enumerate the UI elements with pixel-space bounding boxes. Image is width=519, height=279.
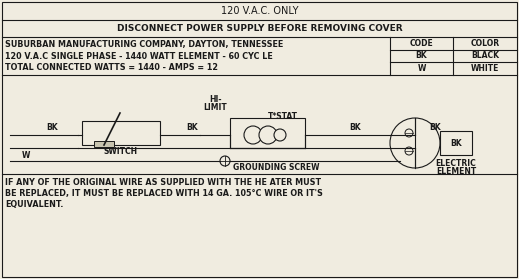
Text: ELEMENT: ELEMENT xyxy=(436,167,476,176)
Text: W: W xyxy=(22,151,31,160)
Text: BK: BK xyxy=(450,138,462,148)
Text: W: W xyxy=(417,64,426,73)
Circle shape xyxy=(220,156,230,166)
Text: T*STAT: T*STAT xyxy=(268,112,298,121)
Text: ELECTRIC: ELECTRIC xyxy=(435,159,476,168)
Text: LIMIT: LIMIT xyxy=(203,103,227,112)
Circle shape xyxy=(259,126,277,144)
Bar xyxy=(94,141,114,147)
Text: 120 V.A.C. ONLY: 120 V.A.C. ONLY xyxy=(221,6,299,16)
Bar xyxy=(230,118,305,148)
Text: BLACK: BLACK xyxy=(471,52,499,61)
Circle shape xyxy=(244,126,262,144)
Text: BK: BK xyxy=(349,123,361,132)
Text: BK: BK xyxy=(186,123,198,132)
Bar xyxy=(82,121,160,145)
Text: 120 V.A.C SINGLE PHASE - 1440 WATT ELEMENT - 60 CYC LE: 120 V.A.C SINGLE PHASE - 1440 WATT ELEME… xyxy=(5,52,273,61)
Text: CODE: CODE xyxy=(409,39,433,48)
Text: BK: BK xyxy=(429,123,441,132)
Text: BE REPLACED, IT MUST BE REPLACED WITH 14 GA. 105°C WIRE OR IT'S: BE REPLACED, IT MUST BE REPLACED WITH 14… xyxy=(5,189,323,198)
Circle shape xyxy=(274,129,286,141)
Text: COLOR: COLOR xyxy=(470,39,500,48)
Text: IF ANY OF THE ORIGINAL WIRE AS SUPPLIED WITH THE HE ATER MUST: IF ANY OF THE ORIGINAL WIRE AS SUPPLIED … xyxy=(5,178,321,187)
Text: SWITCH: SWITCH xyxy=(104,147,138,156)
Text: HI-: HI- xyxy=(209,95,221,104)
Text: DISCONNECT POWER SUPPLY BEFORE REMOVING COVER: DISCONNECT POWER SUPPLY BEFORE REMOVING … xyxy=(117,24,403,33)
Text: EQUIVALENT.: EQUIVALENT. xyxy=(5,200,63,209)
Text: WHITE: WHITE xyxy=(471,64,499,73)
Text: SUBURBAN MANUFACTURING COMPANY, DAYTON, TENNESSEE: SUBURBAN MANUFACTURING COMPANY, DAYTON, … xyxy=(5,40,283,49)
Circle shape xyxy=(405,129,413,137)
Circle shape xyxy=(405,147,413,155)
Text: TOTAL CONNECTED WATTS = 1440 - AMPS = 12: TOTAL CONNECTED WATTS = 1440 - AMPS = 12 xyxy=(5,63,218,72)
Bar xyxy=(440,131,472,155)
Circle shape xyxy=(390,118,440,168)
Text: BK: BK xyxy=(416,52,427,61)
Text: BK: BK xyxy=(46,123,58,132)
Text: GROUNDING SCREW: GROUNDING SCREW xyxy=(233,163,320,172)
